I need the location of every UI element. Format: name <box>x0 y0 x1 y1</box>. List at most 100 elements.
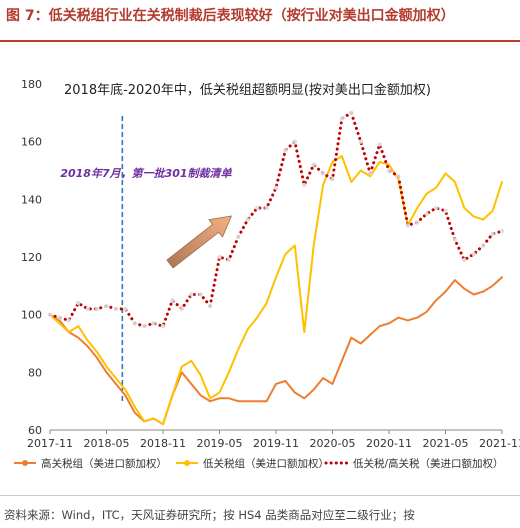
data-point <box>264 205 269 211</box>
y-tick-label: 60 <box>28 424 42 437</box>
data-point <box>330 177 335 182</box>
data-point <box>452 237 458 242</box>
data-point <box>160 324 166 329</box>
y-tick-label: 160 <box>21 136 42 149</box>
x-tick-label: 2017-11 <box>27 437 73 450</box>
data-point <box>265 302 268 305</box>
data-point <box>378 160 381 163</box>
data-point <box>292 139 297 144</box>
data-point <box>142 324 147 329</box>
data-point <box>358 139 363 144</box>
data-point <box>339 116 345 121</box>
data-point <box>482 290 485 293</box>
data-point <box>415 220 420 225</box>
event-layer: 2018年7月，第一批301制裁清单 <box>60 116 233 402</box>
data-point <box>57 315 62 320</box>
data-point <box>443 208 448 214</box>
series-line-2 <box>49 155 503 426</box>
data-point <box>86 339 89 342</box>
line-chart: 60 80 100 120 140 160 180 2017-11 2018-05 2018-11… <box>14 78 520 470</box>
data-point <box>386 168 392 173</box>
data-point <box>453 180 456 183</box>
data-point <box>151 321 156 326</box>
data-point <box>303 330 306 333</box>
legend-item-3: 低关税/高关税（美进口额加权） <box>324 457 504 470</box>
data-point <box>218 391 221 394</box>
data-point <box>236 234 241 239</box>
x-tick-label: 2019-11 <box>253 437 299 450</box>
data-point <box>416 206 419 209</box>
data-point <box>416 316 419 319</box>
data-point <box>255 205 260 211</box>
data-point <box>350 336 353 339</box>
data-point <box>105 365 108 368</box>
legend-item-2: 低关税组（美进口额加权） <box>176 457 329 470</box>
data-point <box>284 379 287 382</box>
annotation-layer: 2018年底-2020年中，低关税组超额明显(按对美出口金额加权) <box>64 82 431 269</box>
data-point <box>96 356 99 359</box>
data-point <box>227 371 230 374</box>
data-point <box>207 303 213 309</box>
data-point <box>113 306 119 312</box>
chart-axes: 60 80 100 120 140 160 180 2017-11 2018-05 2018-11… <box>21 78 520 450</box>
data-point <box>293 391 296 394</box>
data-point <box>462 257 467 263</box>
data-point <box>499 228 505 234</box>
data-point <box>199 394 202 397</box>
data-point <box>490 231 495 237</box>
data-point <box>435 186 438 189</box>
data-point <box>463 287 466 290</box>
data-point <box>274 276 277 279</box>
event-label: 2018年7月，第一批301制裁清单 <box>60 167 232 180</box>
data-point <box>114 377 117 380</box>
data-point <box>444 172 447 175</box>
data-point <box>237 400 240 403</box>
series-layer <box>47 110 505 426</box>
y-tick-label: 140 <box>21 193 42 206</box>
data-point <box>209 400 212 403</box>
data-point <box>481 243 486 248</box>
figure-title: 图 7：低关税组行业在关税制裁后表现较好（按行业对美出口金额加权） <box>6 8 455 24</box>
data-point <box>340 359 343 362</box>
data-point <box>406 319 409 322</box>
data-point <box>246 328 249 331</box>
data-point <box>58 322 61 325</box>
legend-marker <box>22 460 28 466</box>
data-point <box>387 322 390 325</box>
data-point <box>471 251 476 257</box>
data-point <box>397 316 400 319</box>
data-point <box>368 171 373 176</box>
data-point <box>246 400 249 403</box>
data-point <box>179 306 184 312</box>
data-point <box>133 405 136 408</box>
data-point <box>472 293 475 296</box>
legend: 高关税组（美进口额加权） 低关税组（美进口额加权） 低关税/高关税（美进口额加权） <box>14 457 504 470</box>
x-tick-label: 2018-05 <box>84 437 130 450</box>
data-point <box>124 394 127 397</box>
data-point <box>302 182 307 188</box>
x-tick-label: 2021-11 <box>479 437 520 450</box>
data-point <box>396 174 401 179</box>
data-point <box>472 215 475 218</box>
data-point <box>500 180 503 183</box>
data-point <box>132 321 137 326</box>
data-point <box>76 300 81 306</box>
title-rule <box>0 40 520 42</box>
data-point <box>124 388 127 391</box>
data-point <box>198 292 203 297</box>
data-point <box>77 325 80 328</box>
data-point <box>500 276 503 279</box>
data-point <box>303 397 306 400</box>
data-point <box>322 183 325 186</box>
chart-annotation: 2018年底-2020年中，低关税组超额明显(按对美出口金额加权) <box>64 82 431 98</box>
legend-item-1: 高关税组（美进口额加权） <box>14 457 167 470</box>
data-point <box>265 400 268 403</box>
data-point <box>199 374 202 377</box>
data-point <box>320 171 326 176</box>
data-point <box>369 333 372 336</box>
y-tick-label: 80 <box>28 366 42 379</box>
data-point <box>359 169 362 172</box>
data-point <box>273 185 279 190</box>
data-point <box>47 312 53 317</box>
x-tick-label: 2018-11 <box>140 437 186 450</box>
